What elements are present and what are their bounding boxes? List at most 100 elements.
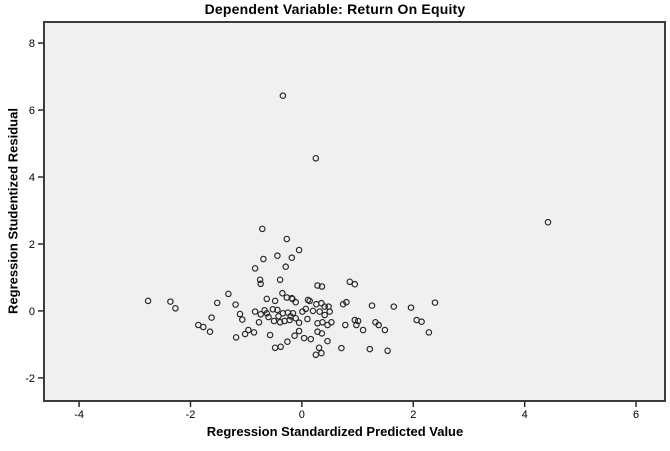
data-point	[300, 334, 308, 342]
data-point	[418, 318, 425, 325]
data-point	[292, 315, 299, 322]
data-point	[353, 321, 360, 329]
data-point	[241, 330, 249, 338]
data-point	[315, 344, 323, 352]
x-tick-label: 2	[410, 409, 416, 421]
data-point	[321, 303, 328, 310]
data-point	[251, 308, 259, 315]
data-point	[312, 155, 320, 162]
data-point	[381, 326, 389, 334]
data-point	[390, 303, 398, 310]
data-point	[286, 316, 293, 324]
data-point	[295, 327, 303, 335]
data-point	[279, 92, 287, 99]
data-point	[275, 313, 282, 320]
data-point	[236, 310, 244, 318]
data-point	[277, 343, 284, 351]
data-point	[321, 311, 328, 319]
data-point	[314, 282, 321, 289]
y-tick-label: 0	[29, 306, 35, 318]
data-point	[309, 307, 317, 315]
data-point	[289, 310, 297, 317]
x-tick-label: 6	[633, 409, 639, 421]
data-point	[384, 347, 391, 355]
data-point	[288, 254, 296, 261]
data-point	[276, 276, 284, 284]
data-point	[295, 246, 303, 254]
data-point	[312, 351, 320, 359]
data-point	[232, 334, 240, 341]
x-tick-label: -2	[186, 409, 196, 421]
data-point	[316, 308, 323, 315]
x-axis-label: Regression Standardized Predicted Value	[206, 424, 464, 439]
data-point	[326, 308, 333, 315]
data-point	[172, 305, 179, 312]
data-point	[270, 317, 278, 325]
y-tick-label: 2	[29, 239, 35, 251]
data-point	[283, 235, 291, 243]
data-point	[276, 319, 284, 326]
data-point	[263, 295, 271, 303]
data-point	[318, 283, 326, 290]
y-tick-label: 4	[29, 172, 35, 184]
y-tick-label: 8	[29, 38, 35, 50]
data-point	[289, 295, 296, 303]
data-point	[206, 328, 214, 335]
data-point	[167, 298, 174, 305]
data-point	[263, 310, 271, 317]
data-point	[232, 301, 239, 308]
data-point	[295, 319, 303, 326]
data-point	[425, 329, 433, 336]
data-point	[265, 313, 272, 321]
data-point	[266, 331, 274, 339]
data-point	[319, 319, 326, 326]
data-point	[351, 280, 359, 288]
data-point	[291, 332, 298, 339]
data-point	[544, 218, 552, 226]
data-point	[260, 255, 267, 263]
data-point	[269, 306, 277, 313]
data-point	[307, 335, 315, 343]
y-tick-label: -2	[25, 373, 35, 385]
data-point	[366, 345, 374, 353]
data-point	[324, 337, 331, 345]
data-point	[318, 349, 325, 357]
data-point	[245, 326, 252, 334]
data-point	[239, 316, 246, 323]
data-point	[339, 300, 347, 308]
data-point	[343, 298, 350, 306]
chart-title: Dependent Variable: Return On Equity	[204, 1, 466, 17]
data-point	[274, 306, 281, 314]
data-point	[368, 302, 376, 309]
data-point	[338, 344, 345, 352]
data-point	[208, 314, 215, 321]
data-point	[225, 290, 232, 298]
data-point	[407, 304, 415, 311]
data-point	[354, 317, 362, 325]
data-point	[282, 263, 289, 270]
data-point	[213, 299, 221, 307]
plot-frame	[43, 21, 666, 402]
data-point	[200, 323, 207, 331]
x-tick-label: 0	[299, 409, 305, 421]
data-point	[144, 297, 152, 305]
data-point	[342, 321, 349, 329]
data-point	[318, 330, 326, 337]
data-point	[284, 338, 291, 345]
data-point	[259, 225, 266, 233]
data-point	[328, 319, 335, 326]
data-point	[375, 321, 382, 329]
data-point	[279, 289, 286, 297]
data-point	[257, 280, 264, 288]
x-tick-label: -4	[74, 409, 84, 421]
data-point	[257, 311, 264, 318]
data-point	[292, 298, 299, 306]
data-point	[304, 315, 311, 323]
data-point	[255, 319, 263, 326]
data-point	[274, 252, 281, 259]
x-tick-label: 4	[522, 409, 528, 421]
data-point	[346, 278, 354, 286]
data-point	[306, 297, 313, 305]
